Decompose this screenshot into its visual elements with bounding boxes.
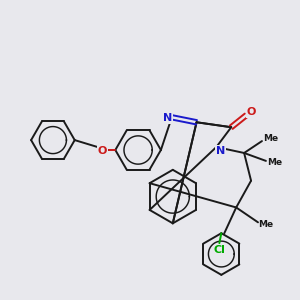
Text: N: N (163, 113, 172, 123)
Text: O: O (246, 107, 256, 117)
Text: N: N (216, 146, 225, 156)
Text: Me: Me (263, 134, 278, 142)
Text: Cl: Cl (213, 245, 225, 255)
Text: Me: Me (258, 220, 274, 229)
Text: Me: Me (267, 158, 282, 167)
Text: O: O (98, 146, 107, 156)
